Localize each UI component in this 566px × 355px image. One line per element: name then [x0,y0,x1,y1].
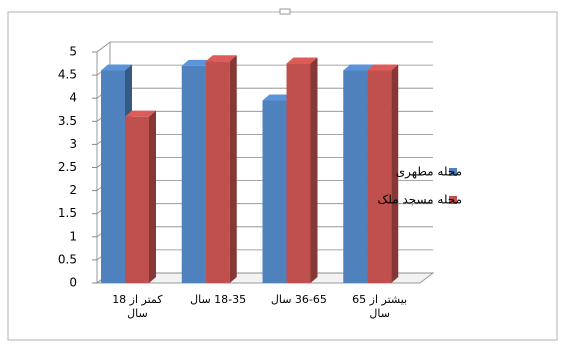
x-tick-label: بیشتر از 65 سال [352,293,408,320]
y-tick-label: 3 [69,137,77,151]
bar-top [205,55,237,62]
bar-top [125,110,156,117]
bar-front [262,100,287,283]
bar-side [149,110,156,284]
legend-label: محله مطهری [396,165,462,180]
grid-line [96,41,433,53]
bar-front [343,70,368,283]
bar-side [310,57,318,283]
bar-side [391,64,399,283]
bar-top [286,57,318,64]
y-tick-label: 4.5 [58,68,77,82]
bar-top [367,64,399,71]
bar-front [286,63,311,283]
y-tick-label: 2 [69,183,77,197]
x-tick-label: 36-65 سال [270,293,327,306]
resize-handle [279,8,291,15]
y-tick-label: 1 [69,229,77,243]
bar [286,57,318,283]
bar-top [343,64,375,71]
bar-front [101,70,125,283]
bar-top [181,59,213,66]
bar-top [101,64,132,71]
bar [101,64,132,283]
x-tick-label: 18-35 سال [190,293,247,306]
y-tick-label: 0.5 [58,252,77,266]
y-tick-label: 4 [69,91,77,105]
x-tick-label: کمتر از 18 سال [112,293,163,320]
bar [367,64,399,283]
bar-front [181,65,206,283]
bar [125,110,156,284]
legend-swatch [449,168,457,176]
bar-side [229,55,237,283]
bar [205,55,237,283]
y-tick-label: 0 [69,276,77,290]
bar-front [367,70,392,283]
legend-label: محله مسجد ملک [377,193,462,207]
bar-top [262,94,294,101]
y-tick-label: 2.5 [58,160,77,174]
bar-front [125,116,149,284]
y-tick-label: 3.5 [58,114,77,128]
bar-front [205,61,230,283]
bar [343,64,375,283]
legend-swatch [449,196,457,204]
y-tick-label: 5 [69,45,77,59]
y-tick-label: 1.5 [58,206,77,220]
